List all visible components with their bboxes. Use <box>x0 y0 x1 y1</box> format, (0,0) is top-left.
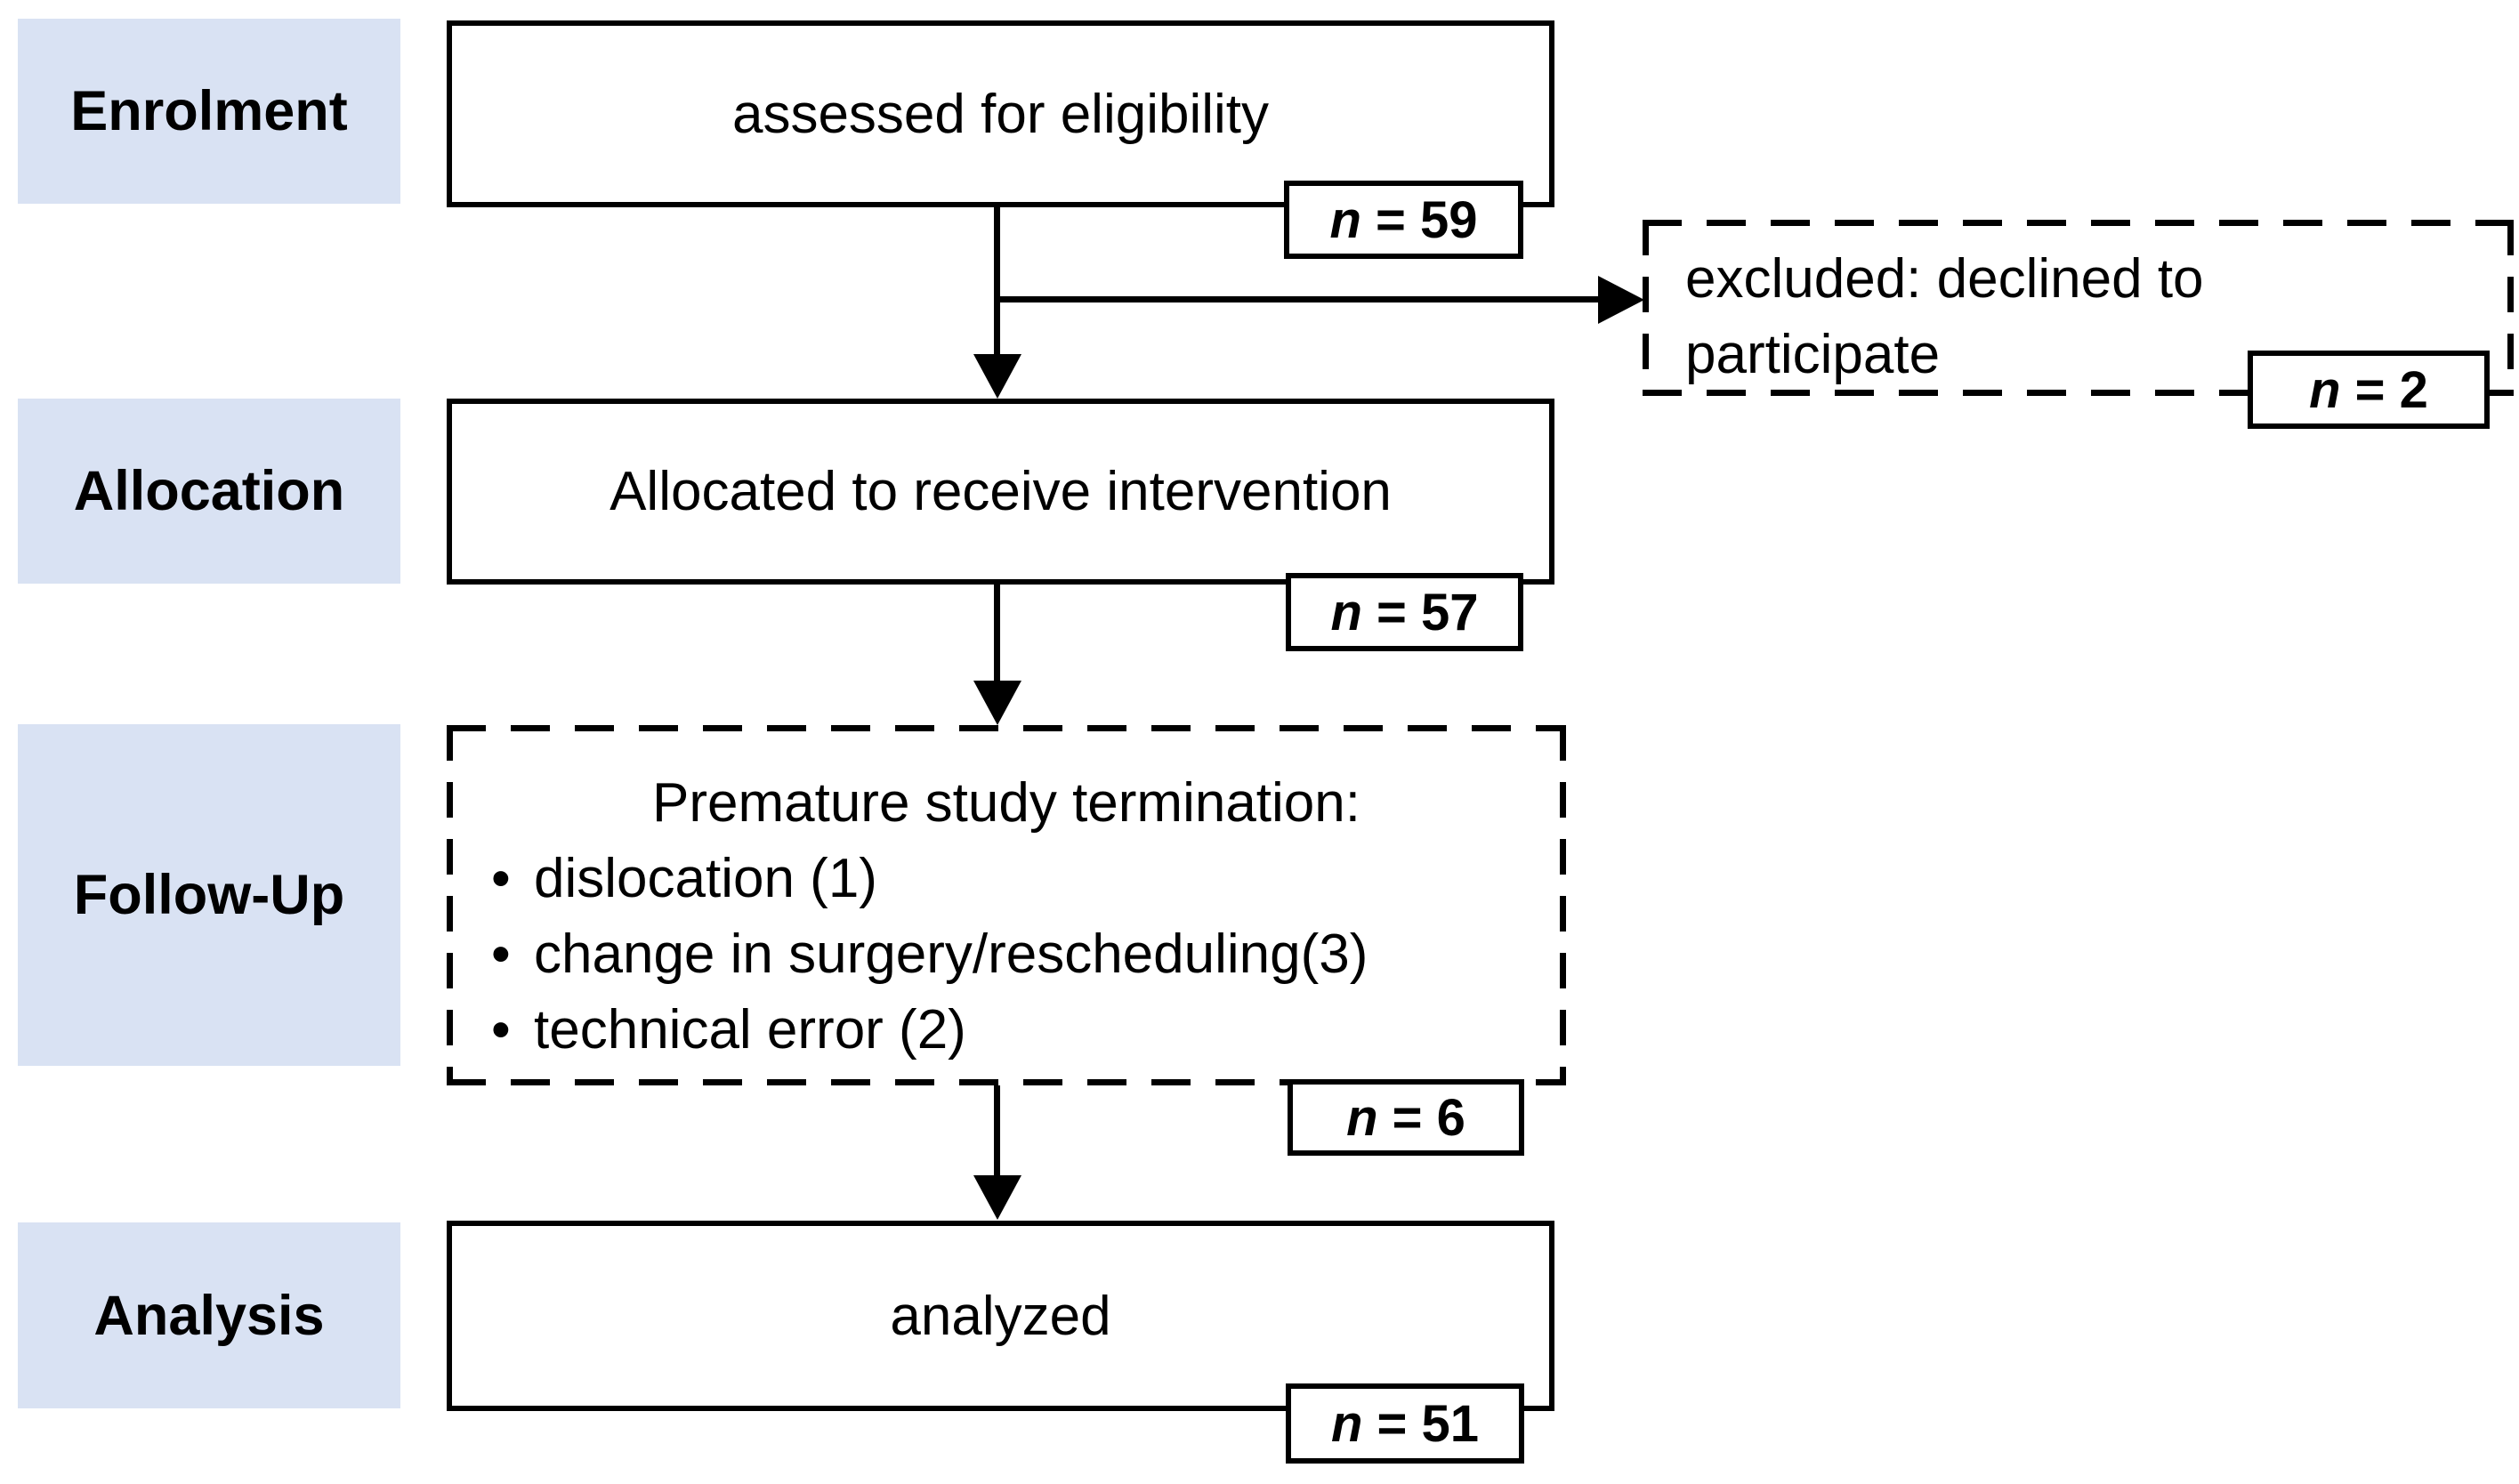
premature-termination-content: Premature study termination: • dislocatio… <box>447 725 1566 1068</box>
stage-label-follow-up: Follow-Up <box>18 724 400 1066</box>
arrowhead-down-to-followup <box>973 681 1021 725</box>
stage-label-allocation: Allocation <box>18 399 400 584</box>
stage-label-analysis: Analysis <box>18 1222 400 1408</box>
list-item-technical-error-text: technical error (2) <box>534 999 966 1061</box>
assessed-for-eligibility-box: assessed for eligibility <box>447 20 1554 207</box>
list-item-technical-error: • technical error (2) <box>447 992 1566 1068</box>
excluded-box-text: excluded: declined to participate <box>1685 248 2204 385</box>
n-symbol: n <box>1330 583 1362 641</box>
stage-label-enrolment-text: Enrolment <box>70 80 348 142</box>
list-item-surgery-change: • change in surgery/rescheduling(3) <box>447 916 1566 992</box>
analyzed-box-text: analyzed <box>890 1285 1111 1347</box>
arrowhead-right-to-excluded <box>1598 276 1644 324</box>
premature-termination-title: Premature study termination: <box>651 772 1360 834</box>
premature-termination-box: Premature study termination: • dislocatio… <box>447 725 1566 1085</box>
excluded-n-badge: n = 2 <box>2248 351 2490 429</box>
excluded-n-value: = 2 <box>2354 360 2428 419</box>
bullet-icon: • <box>491 999 511 1061</box>
assessed-n-badge: n = 59 <box>1284 181 1523 259</box>
analyzed-n-badge: n = 51 <box>1286 1383 1524 1464</box>
followup-n-badge: n = 6 <box>1288 1079 1524 1156</box>
connector-assessed-to-allocated-line <box>994 207 1000 356</box>
connector-followup-to-analyzed-line <box>994 1085 1000 1177</box>
bullet-icon: • <box>491 923 511 985</box>
list-item-dislocation-text: dislocation (1) <box>534 848 877 909</box>
n-symbol: n <box>1329 190 1361 249</box>
n-symbol: n <box>1346 1088 1378 1147</box>
followup-n-value: = 6 <box>1392 1088 1465 1147</box>
analyzed-box: analyzed <box>447 1221 1554 1411</box>
stage-label-enrolment: Enrolment <box>18 19 400 204</box>
arrowhead-down-to-analyzed <box>973 1175 1021 1220</box>
stage-label-follow-up-text: Follow-Up <box>73 864 345 926</box>
connector-allocated-to-followup-line <box>994 585 1000 682</box>
n-symbol: n <box>2309 360 2341 419</box>
assessed-n-value: = 59 <box>1375 190 1478 249</box>
bullet-icon: • <box>491 848 511 909</box>
allocated-box: Allocated to receive intervention <box>447 399 1554 585</box>
n-symbol: n <box>1331 1394 1363 1453</box>
stage-label-allocation-text: Allocation <box>73 460 345 522</box>
list-item-surgery-change-text: change in surgery/rescheduling(3) <box>534 923 1368 985</box>
connector-branch-to-excluded-line <box>994 296 1599 302</box>
analyzed-n-value: = 51 <box>1377 1394 1479 1453</box>
assessed-box-text: assessed for eligibility <box>731 83 1270 145</box>
excluded-box: excluded: declined to participate <box>1643 220 2514 396</box>
arrowhead-down-to-allocated <box>973 354 1021 399</box>
allocated-box-text: Allocated to receive intervention <box>610 461 1392 522</box>
list-item-dislocation: • dislocation (1) <box>447 841 1566 916</box>
stage-label-analysis-text: Analysis <box>93 1284 325 1347</box>
allocated-n-badge: n = 57 <box>1286 573 1523 651</box>
allocated-n-value: = 57 <box>1376 583 1479 641</box>
